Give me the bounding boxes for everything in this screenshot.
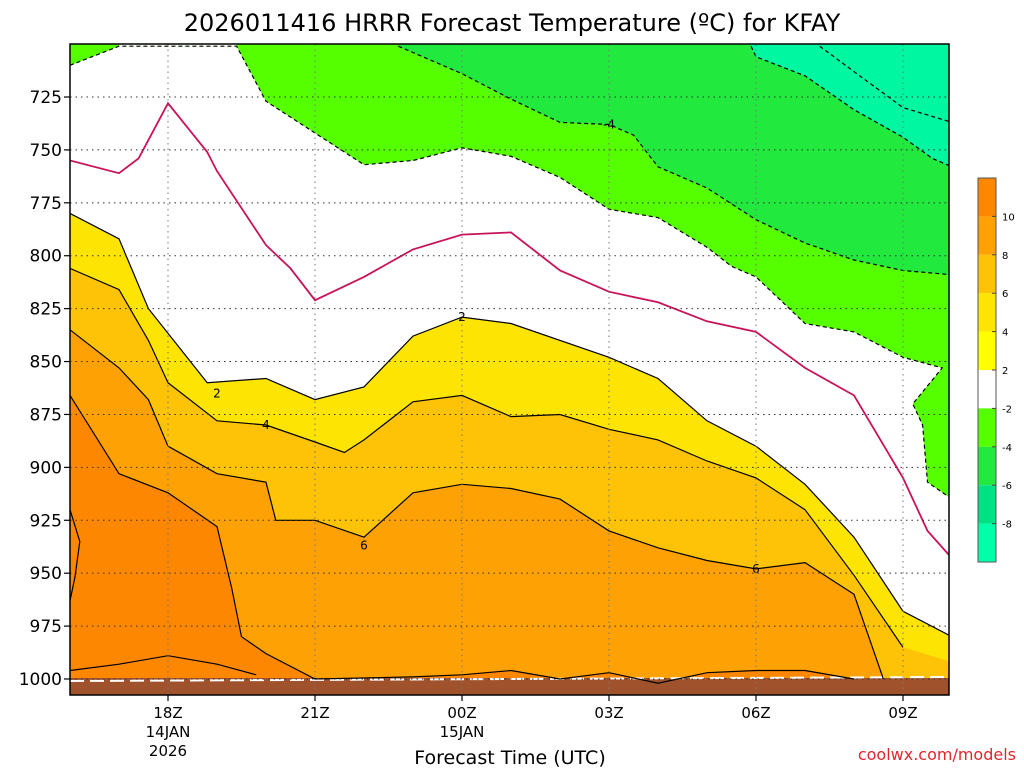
colorbar-label: 8 [1002, 251, 1008, 262]
colorbar-swatch [978, 408, 996, 447]
colorbar-swatch [978, 178, 996, 217]
colorbar-swatch [978, 216, 996, 255]
x-tick-label: 14JAN [146, 723, 191, 741]
colorbar-swatch [978, 370, 996, 409]
fill-right-green [912, 367, 949, 498]
x-tick-label: 06Z [741, 704, 770, 722]
colorbar-label: 2 [1002, 366, 1008, 377]
x-tick-label: 00Z [447, 704, 476, 722]
contour-label: 6 [752, 562, 760, 576]
fill-ge10-pocket [70, 509, 80, 601]
grid-lines [70, 44, 949, 695]
contour-8-3 [70, 395, 855, 684]
plot-area: 2 2 4 6 6 -4 [70, 44, 949, 695]
colorbar-label: -4 [1002, 443, 1012, 454]
chart-title: 2026011416 HRRR Forecast Temperature (ºC… [184, 9, 841, 37]
contour-2-0 [70, 212, 949, 636]
x-tick-label: 18Z [153, 704, 182, 722]
y-tick-label: 900 [30, 458, 62, 478]
fill-ge10-strip [70, 655, 266, 679]
colorbar-label: -6 [1002, 481, 1012, 492]
x-axis-label: Forecast Time (UTC) [414, 747, 605, 768]
y-tick-label: 750 [30, 141, 62, 161]
contour-label: 4 [262, 418, 270, 432]
contour-neg8-10 [819, 45, 949, 123]
colorbar-label: -2 [1002, 404, 1012, 415]
surface-line [70, 676, 949, 682]
y-tick-label: 1000 [19, 670, 62, 690]
fill-neg6-neg4 [398, 44, 949, 275]
colorbar-label: 10 [1002, 212, 1015, 223]
y-tick-label: 975 [30, 617, 62, 637]
colorbar-swatch [978, 293, 996, 332]
x-tick-label: 15JAN [440, 723, 485, 741]
colorbar-swatch [978, 523, 996, 562]
contour-label: 2 [213, 386, 221, 400]
contour-label: 6 [360, 539, 368, 553]
contour-10-4 [70, 509, 81, 601]
colorbar-swatch [978, 446, 996, 486]
fill-topleft-green [70, 44, 119, 66]
contour-neg2-7 [70, 45, 949, 498]
colorbar: 10 8 6 4 2 -2 -4 -6 -8 [977, 177, 1015, 563]
y-tick-label: 775 [30, 194, 62, 214]
y-tick-label: 800 [30, 247, 62, 267]
contour-0-6 [70, 101, 949, 557]
contour-label: 2 [458, 310, 466, 324]
contour-4-1 [70, 267, 904, 648]
y-tick-label: 925 [30, 511, 62, 531]
contour-6-2 [70, 329, 884, 680]
fill-neg2-2 [70, 46, 949, 636]
y-tick-label: 825 [30, 300, 62, 320]
contour-label: -4 [603, 118, 615, 132]
x-tick-label: 03Z [594, 704, 623, 722]
colorbar-label: -8 [1002, 520, 1012, 531]
colorbar-swatch [978, 485, 996, 524]
x-tick-label: 09Z [888, 704, 917, 722]
y-tick-label: 725 [30, 88, 62, 108]
plot-frame [69, 43, 950, 696]
colorbar-swatch [978, 331, 996, 370]
colorbar-label: 6 [1002, 289, 1008, 300]
colorbar-label: 4 [1002, 328, 1008, 339]
axes: 725 750 775 800 825 850 875 900 925 950 975 1000 18Z… [19, 88, 918, 760]
x-tick-label: 21Z [300, 704, 329, 722]
contour-neg4-8 [398, 45, 949, 276]
y-tick-label: 850 [30, 353, 62, 373]
x-tick-label: 2026 [149, 742, 187, 760]
colorbar-swatch [978, 254, 996, 294]
y-tick-label: 950 [30, 564, 62, 584]
y-tick-label: 875 [30, 405, 62, 425]
ground-band [70, 678, 949, 695]
credit-text: coolwx.com/models [858, 745, 1016, 764]
